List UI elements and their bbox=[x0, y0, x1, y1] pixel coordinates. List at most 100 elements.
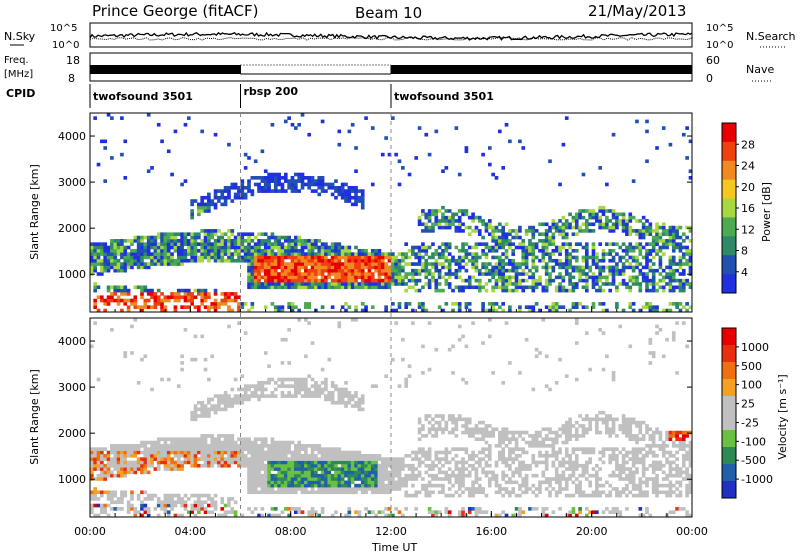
heatmap-cell bbox=[548, 242, 552, 246]
heatmap-cell bbox=[360, 268, 365, 273]
heatmap-cell bbox=[658, 232, 663, 237]
heatmap-cell bbox=[544, 278, 549, 283]
heatmap-cell bbox=[287, 275, 291, 280]
heatmap-cell bbox=[544, 477, 549, 481]
heatmap-cell bbox=[501, 265, 506, 270]
heatmap-cell bbox=[163, 467, 168, 471]
heatmap-cell bbox=[387, 255, 392, 260]
heatmap-cell bbox=[300, 285, 305, 290]
heatmap-cell bbox=[574, 242, 579, 246]
heatmap-cell bbox=[314, 265, 318, 270]
heatmap-cell bbox=[444, 510, 449, 514]
heatmap-cell bbox=[628, 242, 633, 246]
heatmap-cell bbox=[294, 457, 298, 461]
heatmap-cell bbox=[176, 440, 181, 445]
heatmap-cell bbox=[176, 437, 181, 442]
heatmap-cell bbox=[106, 493, 111, 498]
heatmap-cell bbox=[327, 182, 332, 187]
heatmap-cell bbox=[160, 292, 164, 296]
heatmap-cell bbox=[675, 285, 679, 290]
heatmap-cell bbox=[193, 288, 198, 293]
heatmap-cell bbox=[130, 460, 134, 465]
heatmap-cell bbox=[193, 258, 198, 263]
heatmap-cell bbox=[153, 444, 158, 448]
heatmap-cell bbox=[314, 262, 318, 266]
heatmap-cell bbox=[273, 179, 278, 183]
heatmap-cell bbox=[280, 252, 285, 256]
heatmap-cell bbox=[230, 232, 235, 237]
heatmap-cell bbox=[203, 295, 208, 300]
heatmap-cell bbox=[487, 463, 492, 468]
heatmap-cell bbox=[203, 357, 208, 362]
heatmap-cell bbox=[444, 222, 449, 227]
heatmap-cell bbox=[220, 258, 225, 263]
heatmap-cell bbox=[103, 298, 108, 303]
heatmap-cell bbox=[317, 394, 322, 398]
heatmap-cell bbox=[421, 308, 425, 313]
heatmap-cell bbox=[498, 440, 502, 445]
heatmap-cell bbox=[103, 248, 108, 253]
heatmap-cell bbox=[267, 447, 271, 451]
heatmap-cell bbox=[334, 282, 338, 286]
heatmap-cell bbox=[146, 288, 151, 293]
heatmap-cell bbox=[584, 219, 589, 223]
heatmap-cell bbox=[354, 390, 358, 395]
heatmap-cell bbox=[671, 239, 676, 243]
heatmap-cell bbox=[166, 149, 171, 154]
heatmap-cell bbox=[611, 255, 616, 260]
heatmap-cell bbox=[314, 384, 318, 388]
heatmap-cell bbox=[193, 239, 198, 243]
heatmap-cell bbox=[491, 245, 495, 250]
heatmap-cell bbox=[193, 295, 198, 300]
heatmap-cell bbox=[156, 440, 161, 445]
heatmap-cell bbox=[421, 248, 425, 253]
heatmap-cell bbox=[317, 457, 322, 461]
heatmap-cell bbox=[287, 480, 291, 485]
heatmap-cell bbox=[544, 434, 549, 438]
heatmap-cell bbox=[461, 209, 465, 213]
heatmap-cell bbox=[163, 450, 168, 455]
heatmap-cell bbox=[290, 460, 295, 465]
heatmap-cell bbox=[280, 305, 285, 309]
heatmap-cell bbox=[595, 258, 599, 263]
heatmap-cell bbox=[160, 444, 164, 448]
heatmap-cell bbox=[337, 258, 342, 263]
heatmap-cell bbox=[197, 305, 201, 309]
heatmap-cell bbox=[140, 265, 144, 270]
heatmap-cell bbox=[263, 239, 268, 243]
heatmap-cell bbox=[253, 437, 258, 442]
heatmap-cell bbox=[156, 255, 161, 260]
heatmap-cell bbox=[584, 265, 589, 270]
heatmap-cell bbox=[508, 139, 512, 144]
heatmap-cell bbox=[494, 513, 499, 518]
heatmap-cell bbox=[123, 447, 128, 451]
heatmap-cell bbox=[314, 510, 318, 514]
heatmap-cell bbox=[330, 483, 335, 488]
heatmap-cell bbox=[294, 487, 298, 491]
heatmap-cell bbox=[304, 377, 308, 382]
heatmap-cell bbox=[213, 252, 218, 256]
heatmap-cell bbox=[548, 427, 552, 432]
heatmap-cell bbox=[431, 467, 435, 471]
heatmap-cell bbox=[518, 483, 522, 488]
heatmap-cell bbox=[524, 305, 529, 309]
heatmap-cell bbox=[280, 272, 285, 276]
heatmap-cell bbox=[454, 285, 459, 290]
heatmap-cell bbox=[334, 473, 338, 478]
heatmap-cell bbox=[484, 447, 489, 451]
heatmap-cell bbox=[220, 463, 225, 468]
heatmap-cell bbox=[290, 182, 295, 187]
heatmap-cell bbox=[253, 285, 258, 290]
heatmap-cell bbox=[608, 258, 613, 263]
heatmap-cell bbox=[270, 242, 275, 246]
heatmap-cell bbox=[357, 470, 362, 475]
heatmap-cell bbox=[441, 215, 445, 220]
heatmap-cell bbox=[387, 477, 392, 481]
heatmap-cell bbox=[126, 298, 131, 303]
heatmap-cell bbox=[675, 262, 679, 266]
heatmap-cell bbox=[220, 255, 225, 260]
heatmap-cell bbox=[534, 268, 539, 273]
heatmap-cell bbox=[317, 473, 322, 478]
heatmap-cell bbox=[267, 381, 271, 385]
heatmap-cell bbox=[655, 268, 659, 273]
